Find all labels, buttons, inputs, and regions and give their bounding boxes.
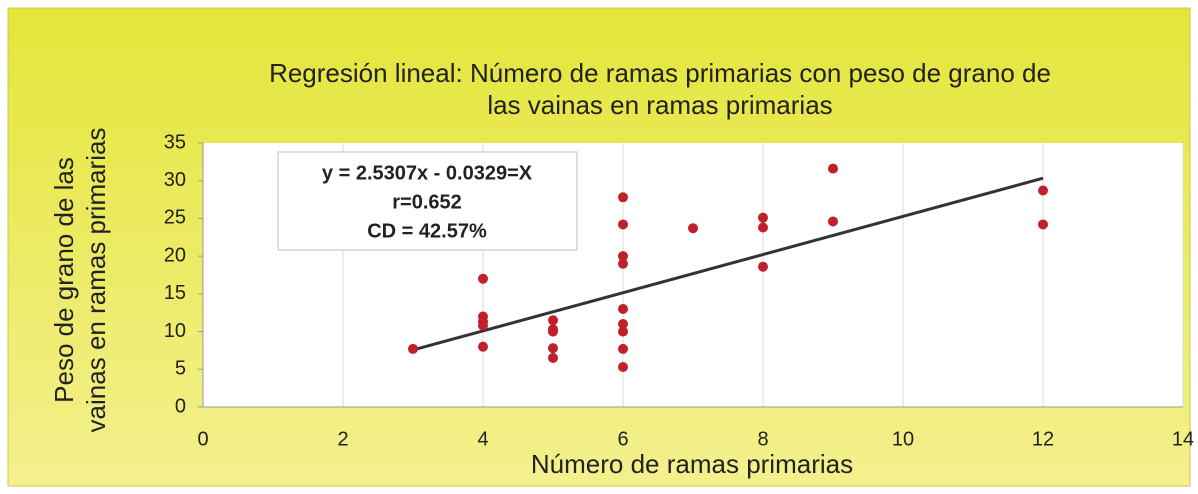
x-tick-label: 12 <box>1032 428 1054 450</box>
point <box>618 251 628 262</box>
x-tick-label: 10 <box>892 428 914 450</box>
point <box>478 273 488 284</box>
point <box>548 343 558 354</box>
y-tick-label: 5 <box>175 358 186 380</box>
chart-title: las vainas en ramas primarias <box>487 90 832 120</box>
y-tick-label: 35 <box>164 131 186 153</box>
y-axis-title: Peso de grano de las <box>49 157 79 403</box>
point <box>758 212 768 223</box>
point <box>478 341 488 352</box>
point <box>618 192 628 203</box>
point <box>758 261 768 272</box>
point <box>618 362 628 373</box>
point <box>548 315 558 326</box>
point <box>1038 219 1048 230</box>
point <box>548 326 558 337</box>
annotation: y = 2.5307x - 0.0329=X <box>322 162 533 184</box>
x-tick-label: 14 <box>1172 428 1194 450</box>
annotation: CD = 42.57% <box>367 220 487 242</box>
x-tick-label: 6 <box>617 428 628 450</box>
point <box>828 216 838 227</box>
y-tick-label: 25 <box>164 207 186 229</box>
point <box>1038 185 1048 196</box>
y-axis-title: vainas en ramas primarias <box>81 128 111 433</box>
y-tick-label: 0 <box>175 395 186 417</box>
x-axis-title: Número de ramas primarias <box>531 449 853 479</box>
y-tick-label: 10 <box>164 320 186 342</box>
x-tick-label: 0 <box>197 428 208 450</box>
point <box>548 352 558 363</box>
chart-title: Regresión lineal: Número de ramas primar… <box>269 58 1051 88</box>
x-tick-label: 8 <box>757 428 768 450</box>
y-tick-label: 20 <box>164 244 186 266</box>
x-tick-label: 2 <box>337 428 348 450</box>
point <box>758 222 768 233</box>
point <box>618 326 628 337</box>
point <box>618 319 628 330</box>
annotation-box <box>277 151 578 251</box>
point <box>618 219 628 230</box>
point <box>618 343 628 354</box>
point <box>478 320 488 331</box>
y-tick-label: 30 <box>164 169 186 191</box>
point <box>618 303 628 314</box>
point <box>828 163 838 174</box>
trendline <box>412 176 1044 352</box>
y-tick-label: 15 <box>164 282 186 304</box>
point <box>408 343 418 354</box>
point <box>618 258 628 269</box>
point <box>688 223 698 234</box>
annotation: r=0.652 <box>392 191 462 213</box>
x-tick-label: 4 <box>477 428 488 450</box>
